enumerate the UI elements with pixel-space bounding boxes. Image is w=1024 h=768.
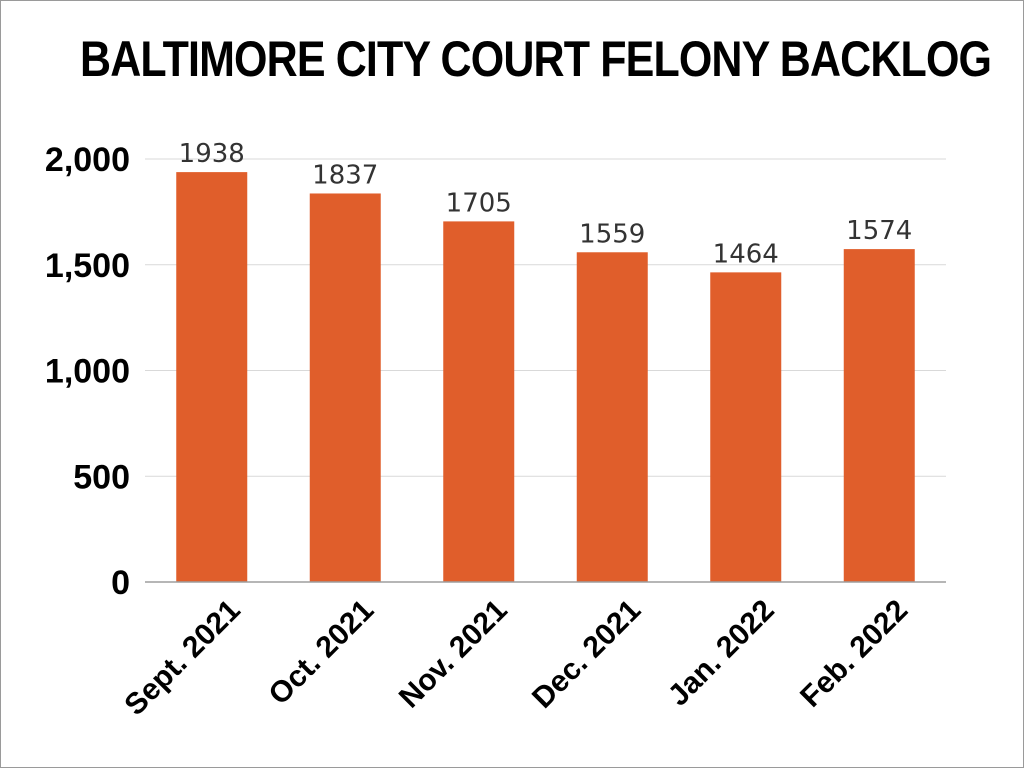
y-tick-label: 0: [111, 564, 130, 602]
y-tick-label: 1,000: [45, 353, 130, 391]
x-category-label: Nov. 2021: [393, 594, 514, 715]
bar: [443, 221, 515, 582]
x-category-label: Sept. 2021: [118, 594, 246, 722]
data-label: 1938: [179, 139, 245, 169]
y-tick-label: 2,000: [45, 141, 130, 179]
bar: [710, 272, 782, 582]
bar: [576, 252, 648, 583]
data-label: 1574: [846, 216, 912, 246]
chart-title: BALTIMORE CITY COURT FELONY BACKLOG: [80, 31, 992, 87]
y-tick-label: 1,500: [45, 247, 130, 285]
gridlines: [145, 158, 946, 477]
y-tick-label: 500: [73, 458, 130, 496]
bars: [176, 172, 915, 583]
y-axis-tick-labels: 0 500 1,000 1,500 2,000: [45, 141, 130, 602]
x-category-label: Oct. 2021: [263, 594, 381, 712]
data-label: 1464: [713, 239, 779, 269]
bar: [843, 249, 915, 582]
data-label: 1837: [312, 160, 378, 190]
x-category-label: Feb. 2022: [794, 594, 914, 714]
x-category-label: Jan. 2022: [662, 594, 781, 713]
x-axis-category-labels: Sept. 2021 Oct. 2021 Nov. 2021 Dec. 2021 Jan…: [118, 594, 914, 722]
data-label: 1705: [446, 188, 512, 218]
data-label: 1559: [579, 219, 645, 249]
bar: [309, 193, 381, 583]
x-category-label: Dec. 2021: [526, 594, 647, 715]
bar: [176, 172, 248, 582]
data-labels: 1938 1837 1705 1559 1464 1574: [179, 139, 913, 269]
